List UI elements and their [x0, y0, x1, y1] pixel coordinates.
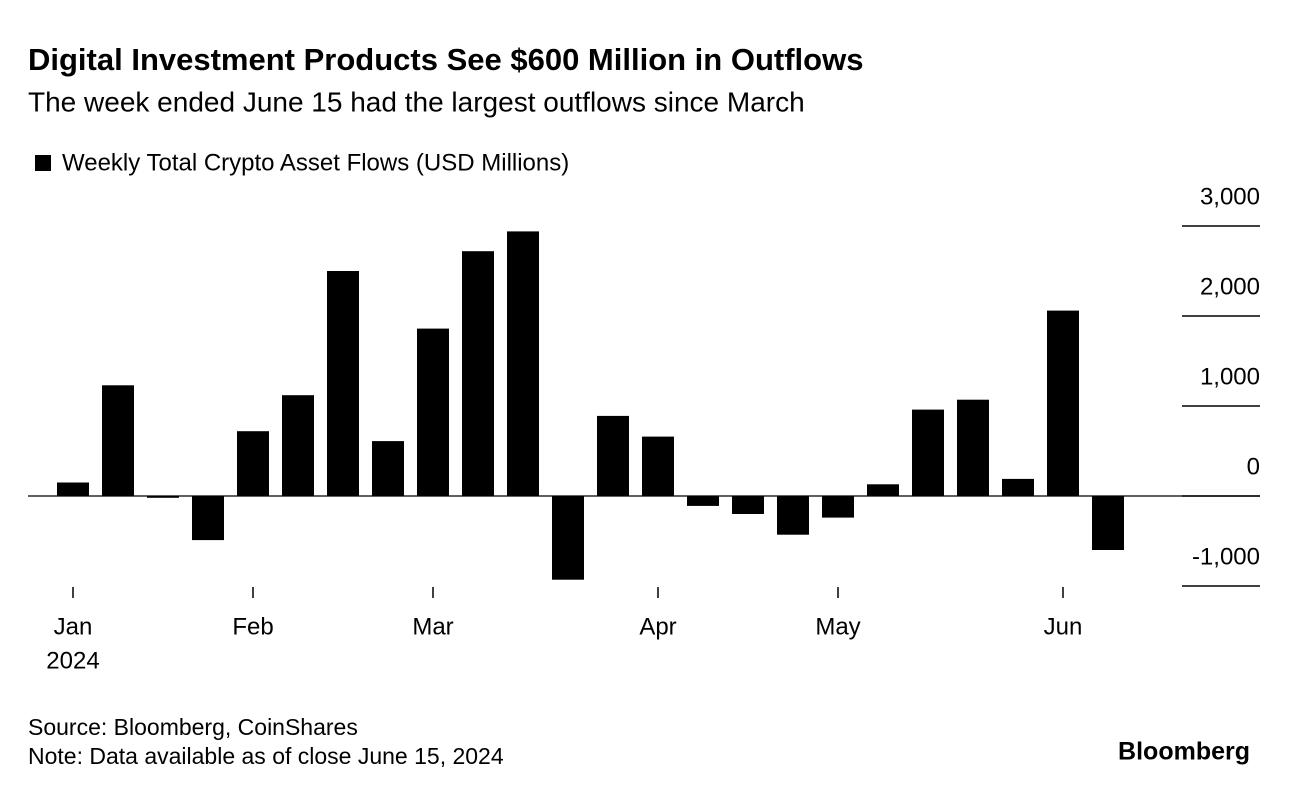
- source: Source: Bloomberg, CoinShares: [28, 714, 358, 740]
- y-tick-label: 0: [1247, 453, 1260, 480]
- bar: [822, 496, 854, 518]
- bar: [372, 441, 404, 496]
- bar: [957, 399, 989, 496]
- bar: [102, 385, 134, 496]
- bar: [1047, 310, 1079, 496]
- bar: [552, 496, 584, 580]
- bar: [687, 496, 719, 506]
- bar: [192, 496, 224, 541]
- x-tick-label: Jan: [54, 613, 93, 640]
- x-tick-label: May: [815, 613, 860, 640]
- x-tick-label: Feb: [232, 613, 273, 640]
- bar: [777, 496, 809, 535]
- bar: [732, 496, 764, 514]
- bar: [1092, 496, 1124, 550]
- y-tick-label: 1,000: [1200, 363, 1260, 390]
- bar: [327, 271, 359, 496]
- bar: [912, 409, 944, 496]
- note: Note: Data available as of close June 15…: [28, 743, 504, 769]
- y-tick-label: 3,000: [1200, 183, 1260, 210]
- bar: [417, 328, 449, 496]
- bar: [462, 251, 494, 496]
- chart-title: Digital Investment Products See $600 Mil…: [28, 42, 863, 77]
- x-tick-label: Apr: [639, 613, 676, 640]
- y-tick-label: -1,000: [1192, 543, 1260, 570]
- bar: [507, 231, 539, 496]
- chart-subtitle: The week ended June 15 had the largest o…: [28, 86, 805, 117]
- bar: [57, 482, 89, 496]
- x-tick-label: Jun: [1044, 613, 1083, 640]
- bar: [1002, 478, 1034, 496]
- bar: [642, 436, 674, 496]
- brand-logo: Bloomberg: [1118, 738, 1250, 766]
- x-year-label: 2024: [46, 647, 99, 674]
- bar: [597, 415, 629, 496]
- bar: [237, 431, 269, 496]
- legend-label: Weekly Total Crypto Asset Flows (USD Mil…: [62, 149, 569, 176]
- bar: [147, 496, 179, 498]
- legend-swatch: [35, 155, 51, 171]
- bar: [867, 484, 899, 496]
- bar: [282, 395, 314, 496]
- x-tick-label: Mar: [412, 613, 453, 640]
- y-tick-label: 2,000: [1200, 273, 1260, 300]
